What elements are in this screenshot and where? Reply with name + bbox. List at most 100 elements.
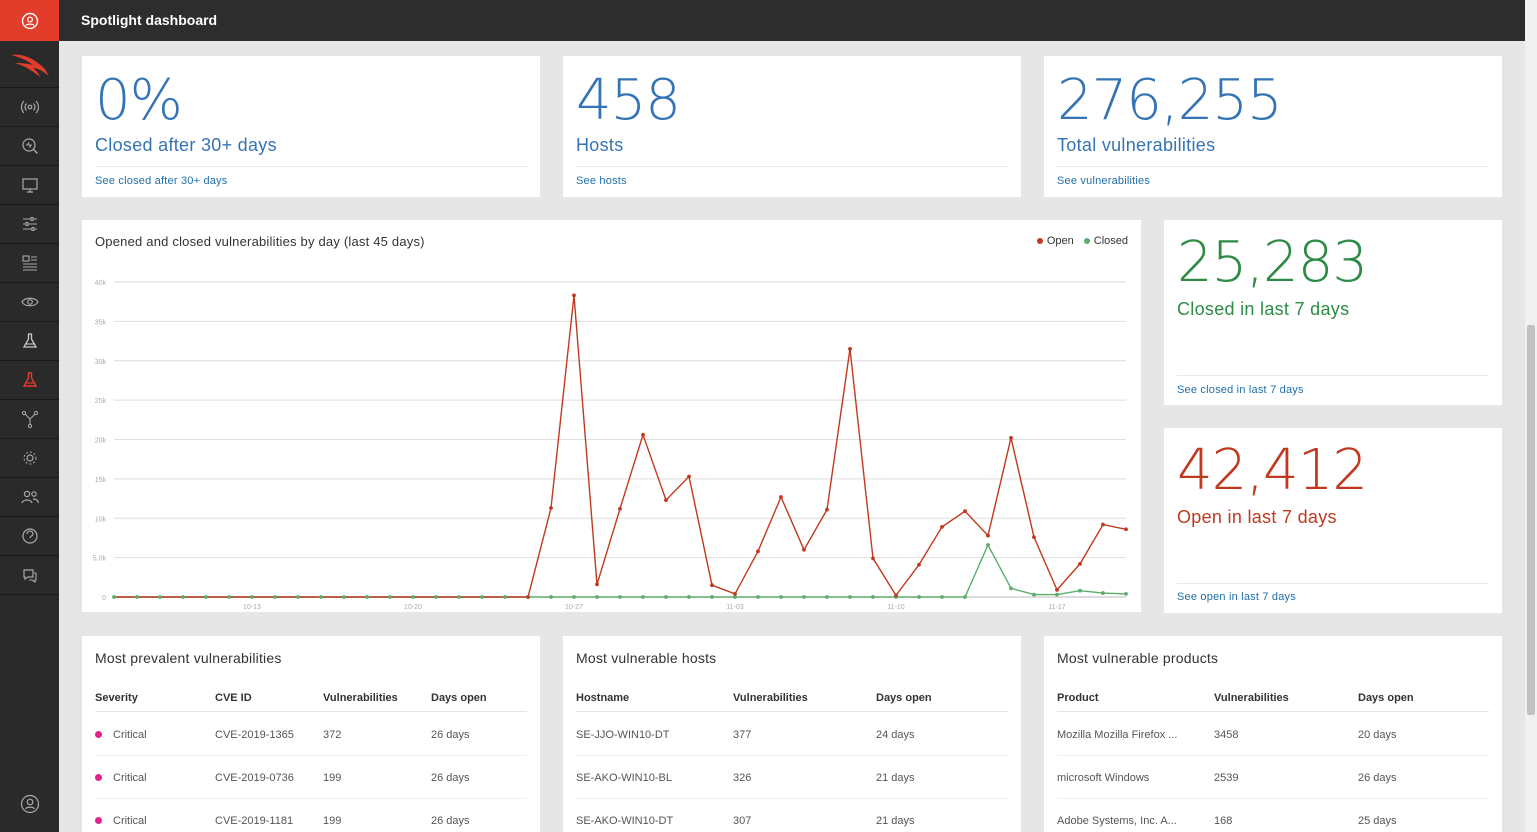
cve-link[interactable]: CVE-2019-1365 — [215, 729, 294, 741]
data-point-closed[interactable] — [227, 595, 231, 599]
cve-link[interactable]: CVE-2019-0736 — [215, 772, 294, 784]
data-point-open[interactable] — [756, 549, 760, 554]
header-product[interactable]: Product — [1057, 692, 1099, 704]
data-point-closed[interactable] — [135, 595, 139, 599]
see-closed-7-days-link[interactable]: See closed in last 7 days — [1177, 384, 1304, 396]
hostname-link[interactable]: SE-JJO-WIN10-DT — [576, 729, 670, 741]
data-point-closed[interactable] — [618, 595, 622, 599]
data-point-open[interactable] — [641, 432, 645, 437]
header-hostname[interactable]: Hostname — [576, 692, 630, 704]
data-point-closed[interactable] — [273, 595, 277, 599]
data-point-closed[interactable] — [434, 595, 438, 599]
data-point-closed[interactable] — [641, 595, 645, 599]
data-point-open[interactable] — [1009, 436, 1013, 440]
data-point-open[interactable] — [1078, 562, 1082, 566]
nav-support[interactable] — [0, 517, 59, 556]
table-row[interactable]: SE-AKO-WIN10-DT 307 21 days — [576, 799, 1008, 832]
header-cve-id[interactable]: CVE ID — [215, 692, 252, 704]
data-point-open[interactable] — [1124, 527, 1128, 532]
product-link[interactable]: Adobe Systems, Inc. A... — [1057, 815, 1177, 827]
data-point-closed[interactable] — [1124, 591, 1128, 596]
scrollbar-thumb[interactable] — [1527, 325, 1535, 715]
data-point-open[interactable] — [733, 591, 737, 596]
header-days-open[interactable]: Days open — [1358, 692, 1414, 704]
data-point-open[interactable] — [848, 347, 852, 351]
data-point-closed[interactable] — [871, 595, 875, 599]
product-link[interactable]: microsoft Windows — [1057, 772, 1150, 784]
legend-open[interactable]: Open — [1036, 235, 1074, 247]
data-point-closed[interactable] — [940, 595, 944, 599]
crowdstrike-logo[interactable] — [0, 41, 59, 88]
table-row[interactable]: Adobe Systems, Inc. A... 168 25 days — [1057, 799, 1489, 832]
data-point-open[interactable] — [871, 556, 875, 561]
header-vulnerabilities[interactable]: Vulnerabilities — [1214, 692, 1289, 704]
data-point-closed[interactable] — [112, 595, 116, 599]
data-point-open[interactable] — [825, 507, 829, 512]
data-point-closed[interactable] — [250, 595, 254, 599]
see-open-7-days-link[interactable]: See open in last 7 days — [1177, 591, 1296, 603]
data-point-closed[interactable] — [802, 595, 806, 599]
table-row[interactable]: Critical CVE-2019-0736 199 26 days — [95, 756, 527, 799]
table-row[interactable]: SE-AKO-WIN10-BL 326 21 days — [576, 756, 1008, 799]
nav-hosts[interactable] — [0, 166, 59, 205]
data-point-closed[interactable] — [1009, 586, 1013, 591]
table-row[interactable]: SE-JJO-WIN10-DT 377 24 days — [576, 713, 1008, 756]
data-point-closed[interactable] — [595, 595, 599, 599]
data-point-closed[interactable] — [457, 595, 461, 599]
data-point-open[interactable] — [664, 498, 668, 503]
cve-link[interactable]: CVE-2019-1181 — [215, 815, 294, 827]
header-vulnerabilities[interactable]: Vulnerabilities — [733, 692, 808, 704]
data-point-open[interactable] — [549, 506, 553, 510]
data-point-open[interactable] — [802, 547, 806, 552]
vertical-scrollbar[interactable] — [1525, 0, 1537, 832]
data-point-closed[interactable] — [480, 595, 484, 599]
legend-closed[interactable]: Closed — [1083, 235, 1128, 247]
product-link[interactable]: Mozilla Mozilla Firefox ... — [1057, 729, 1178, 741]
table-row[interactable]: Mozilla Mozilla Firefox ... 3458 20 days — [1057, 713, 1489, 756]
data-point-closed[interactable] — [365, 595, 369, 599]
header-vulnerabilities[interactable]: Vulnerabilities — [323, 692, 398, 704]
hostname-link[interactable]: SE-AKO-WIN10-DT — [576, 815, 674, 827]
data-point-closed[interactable] — [204, 595, 208, 599]
see-vulnerabilities-link[interactable]: See vulnerabilities — [1057, 175, 1151, 187]
data-point-closed[interactable] — [848, 595, 852, 599]
header-days-open[interactable]: Days open — [431, 692, 487, 704]
data-point-closed[interactable] — [319, 595, 323, 599]
data-point-closed[interactable] — [779, 595, 783, 599]
data-point-closed[interactable] — [756, 595, 760, 599]
nav-user-button[interactable] — [0, 0, 59, 41]
nav-investigate[interactable] — [0, 127, 59, 166]
table-row[interactable]: Critical CVE-2019-1365 372 26 days — [95, 713, 527, 756]
data-point-open[interactable] — [595, 582, 599, 587]
data-point-open[interactable] — [572, 293, 576, 298]
data-point-closed[interactable] — [549, 595, 553, 599]
table-row[interactable]: Critical CVE-2019-1181 199 26 days — [95, 799, 527, 832]
data-point-closed[interactable] — [158, 595, 162, 599]
data-point-open[interactable] — [986, 533, 990, 538]
data-point-closed[interactable] — [572, 595, 576, 599]
data-point-open[interactable] — [1055, 588, 1059, 592]
data-point-closed[interactable] — [664, 595, 668, 599]
nav-dashboards[interactable] — [0, 244, 59, 283]
nav-spotlight[interactable] — [0, 361, 59, 400]
nav-messages[interactable] — [0, 556, 59, 595]
data-point-open[interactable] — [894, 593, 898, 598]
data-point-open[interactable] — [940, 525, 944, 529]
header-days-open[interactable]: Days open — [876, 692, 932, 704]
nav-users[interactable] — [0, 478, 59, 517]
data-point-closed[interactable] — [1032, 592, 1036, 597]
nav-account[interactable] — [0, 784, 59, 824]
data-point-closed[interactable] — [733, 595, 737, 599]
data-point-closed[interactable] — [388, 595, 392, 599]
data-point-closed[interactable] — [296, 595, 300, 599]
see-closed-after-30-link[interactable]: See closed after 30+ days — [95, 175, 228, 187]
data-point-closed[interactable] — [181, 595, 185, 599]
data-point-closed[interactable] — [1055, 592, 1059, 597]
nav-flask[interactable] — [0, 322, 59, 361]
nav-configuration[interactable] — [0, 205, 59, 244]
hostname-link[interactable]: SE-AKO-WIN10-BL — [576, 772, 672, 784]
data-point-closed[interactable] — [687, 595, 691, 599]
data-point-open[interactable] — [1101, 522, 1105, 527]
data-point-closed[interactable] — [963, 595, 967, 599]
header-severity[interactable]: Severity — [95, 692, 138, 704]
